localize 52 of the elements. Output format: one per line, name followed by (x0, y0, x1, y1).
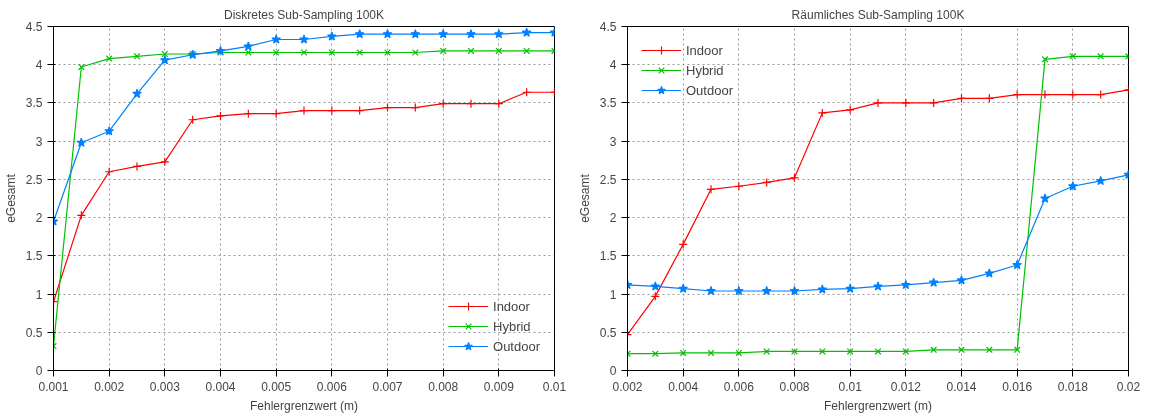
y-tick-label: 4 (609, 58, 617, 73)
y-tick-label: 4 (35, 58, 43, 73)
y-tick-label: 1.5 (599, 249, 617, 264)
x-tick-label: 0.003 (149, 379, 181, 394)
legend-label: Outdoor (686, 82, 733, 98)
x-tick-label: 0.006 (723, 379, 755, 394)
y-tick-label: 2.5 (599, 172, 617, 187)
x-tick-label: 0.007 (372, 379, 403, 394)
x-tick-label: 0.012 (890, 379, 922, 394)
x-tick-label: 0.009 (483, 379, 515, 394)
x-tick-label: 0.006 (316, 379, 348, 394)
y-tick-label: 3.5 (25, 96, 43, 111)
legend-label: Hybrid (493, 318, 531, 334)
x-tick-label: 0.008 (779, 379, 810, 394)
x-tick-label: 0.016 (1002, 379, 1033, 394)
x-tick-label: 0.004 (668, 379, 699, 394)
y-tick-label: 1 (609, 287, 617, 302)
x-tick-label: 0.01 (838, 379, 863, 394)
x-axis-title: Fehlergrenzwert (m) (249, 398, 359, 413)
x-tick-label: 0.002 (94, 379, 125, 394)
y-tick-label: 0.5 (599, 325, 617, 340)
y-tick-label: 0 (609, 364, 617, 378)
legend-label: Outdoor (493, 338, 540, 354)
x-tick-label: 0.004 (205, 379, 236, 394)
y-tick-label: 1 (35, 287, 43, 302)
y-tick-label: 0.5 (25, 325, 43, 340)
y-tick-label: 2 (35, 211, 43, 226)
x-tick-label: 0.001 (38, 379, 69, 394)
x-tick-label: 0.005 (261, 379, 292, 394)
x-tick-label: 0.014 (946, 379, 977, 394)
y-tick-label: 3 (35, 134, 43, 149)
legend-label: Indoor (493, 298, 530, 314)
y-tick-label: 3 (609, 134, 617, 149)
x-tick-label: 0.008 (428, 379, 459, 394)
x-tick-label: 0.01 (542, 379, 567, 394)
x-tick-label: 0.018 (1057, 379, 1089, 394)
y-tick-label: 2 (609, 211, 617, 226)
chart-title: Räumliches Sub-Sampling 100K (791, 7, 965, 22)
y-tick-label: 3.5 (599, 96, 617, 111)
x-tick-label: 0.002 (612, 379, 643, 394)
x-tick-label: 0.02 (1116, 379, 1141, 394)
y-tick-label: 2.5 (25, 172, 43, 187)
y-tick-label: 1.5 (25, 249, 43, 264)
y-tick-label: 4.5 (25, 20, 43, 34)
y-axis-title: eGesamt (577, 173, 592, 223)
x-axis-title: Fehlergrenzwert (m) (823, 398, 933, 413)
chart-title: Diskretes Sub-Sampling 100K (223, 7, 385, 22)
y-tick-label: 0 (35, 364, 43, 378)
legend-label: Indoor (686, 42, 723, 58)
legend-label: Hybrid (686, 62, 724, 78)
y-tick-label: 4.5 (599, 20, 617, 34)
y-axis-title: eGesamt (3, 173, 18, 223)
